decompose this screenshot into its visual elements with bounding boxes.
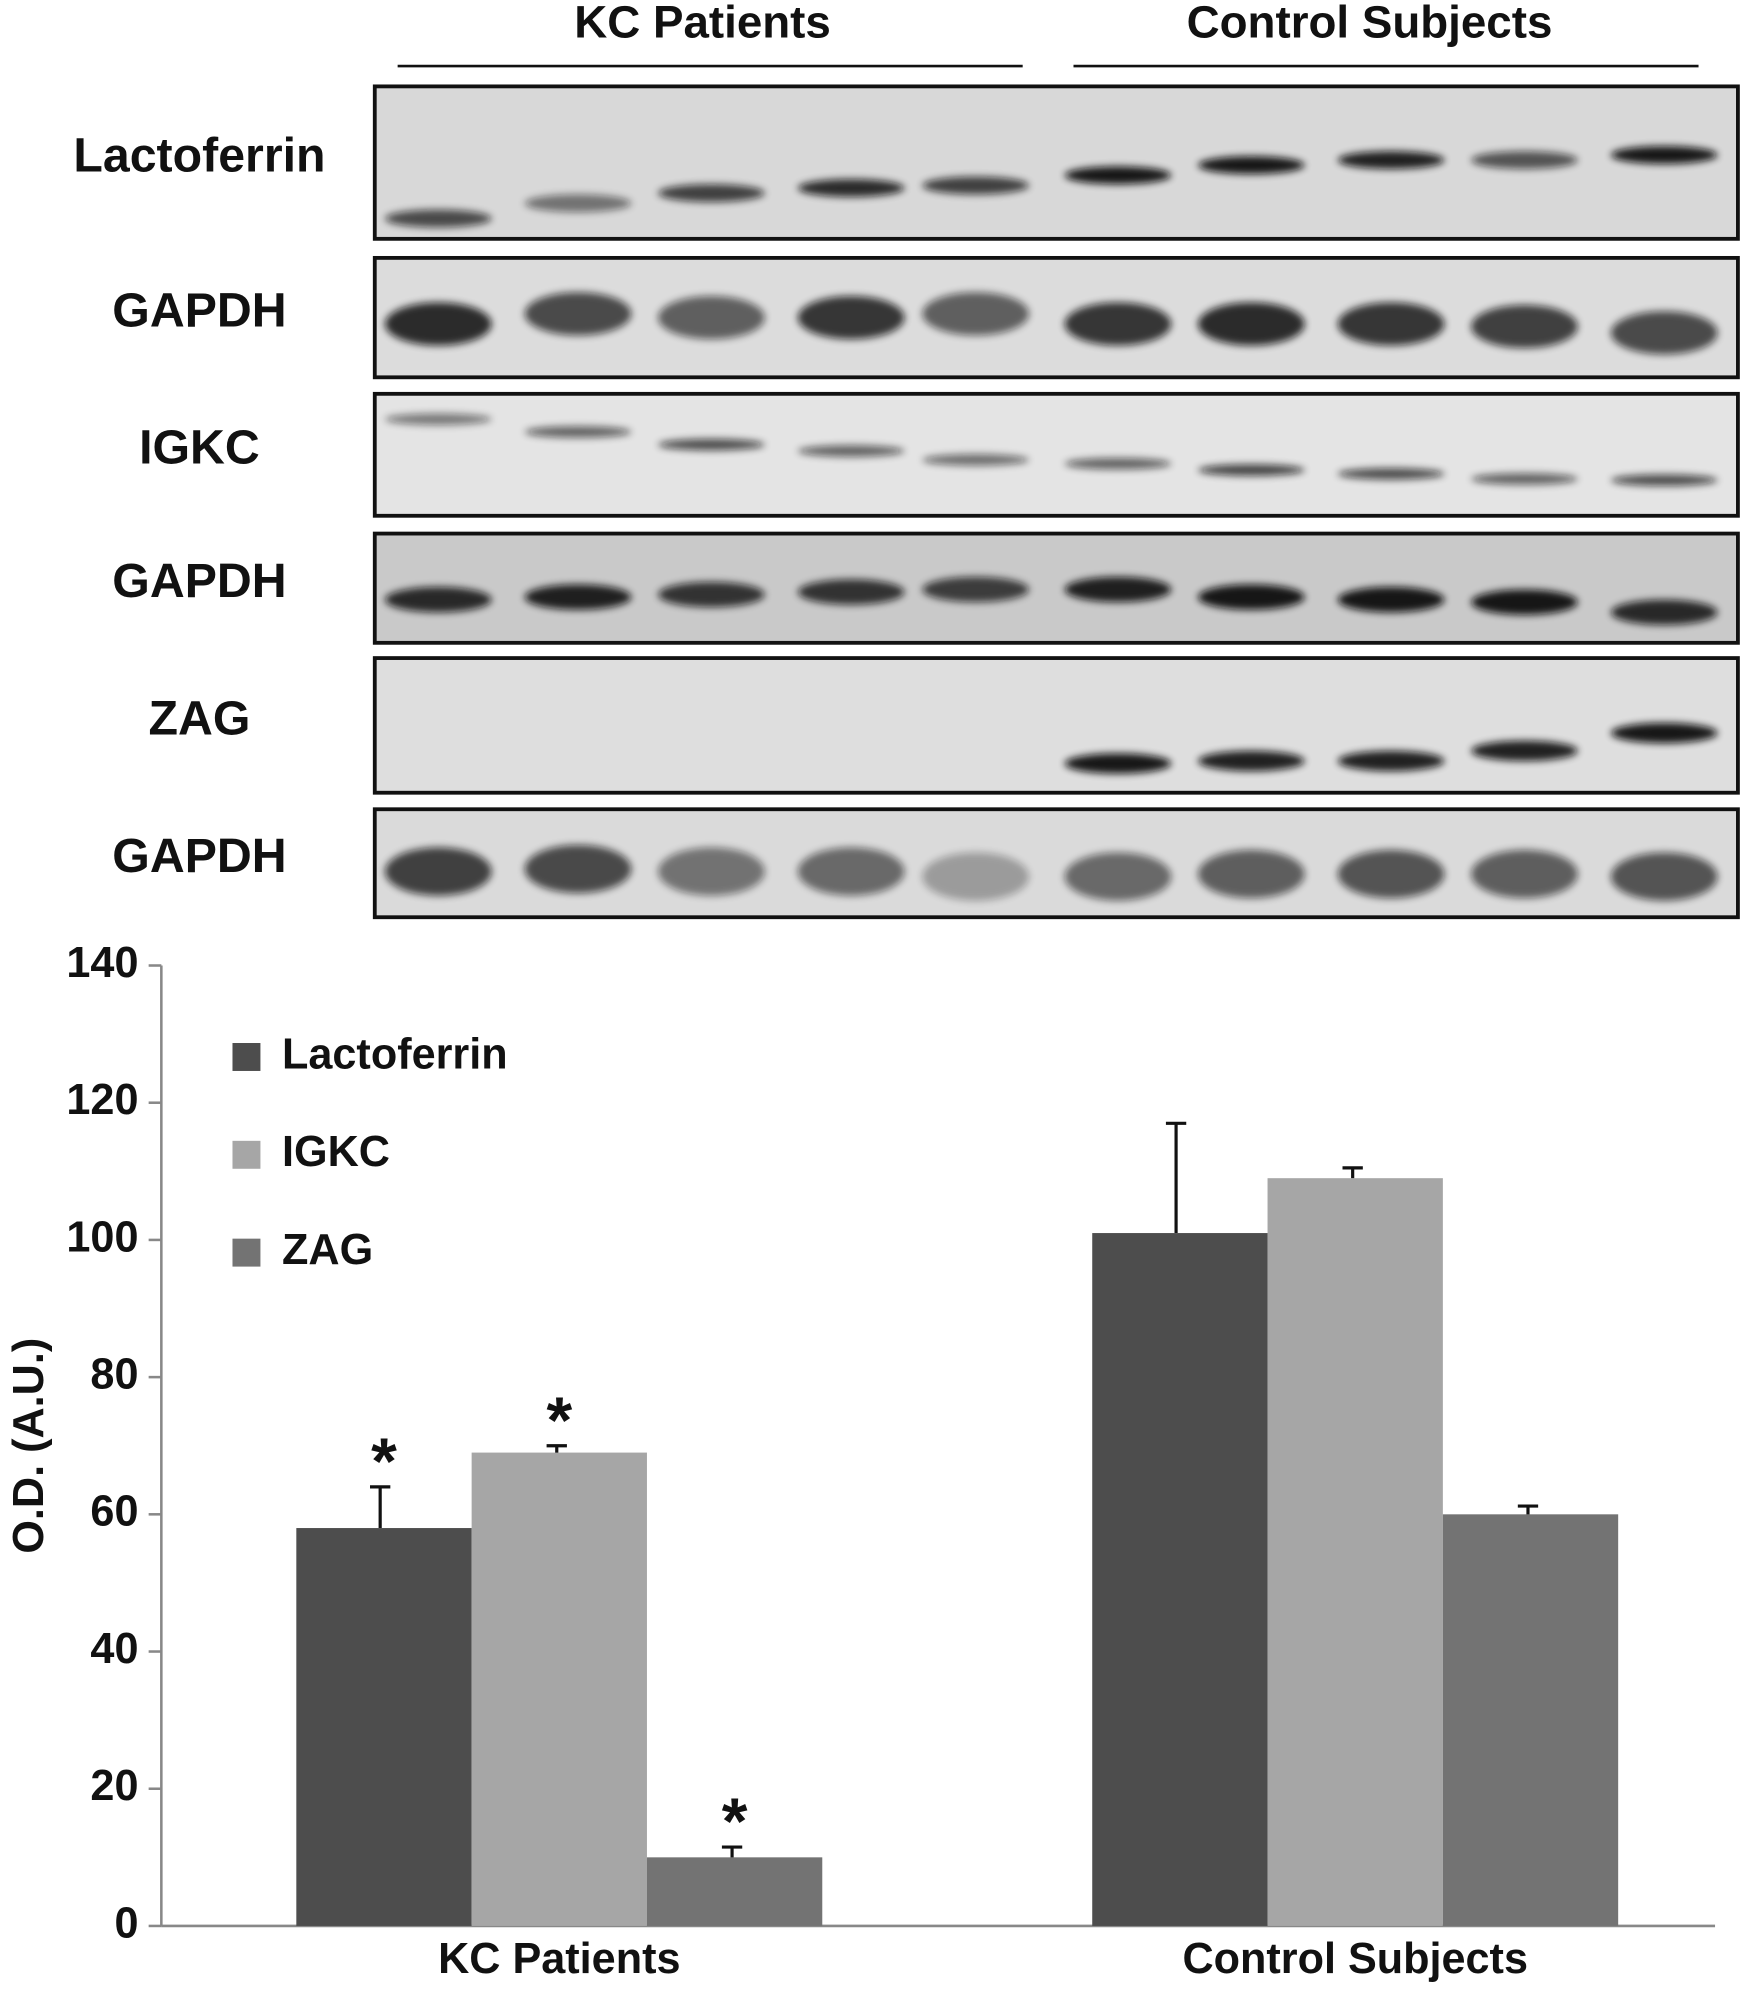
band <box>797 847 905 896</box>
band <box>1471 849 1578 899</box>
band <box>1064 166 1172 185</box>
error-bar <box>546 1444 567 1453</box>
band <box>1064 753 1172 774</box>
bar <box>471 1452 647 1926</box>
band <box>797 296 905 340</box>
bar <box>1092 1233 1268 1926</box>
band <box>1197 584 1305 610</box>
error-bar <box>370 1485 391 1529</box>
band <box>1064 457 1172 470</box>
band <box>524 292 632 336</box>
bar <box>296 1528 472 1926</box>
band <box>1337 468 1445 480</box>
bar <box>646 1857 823 1926</box>
band <box>658 438 765 451</box>
significance-label: * <box>546 1383 572 1457</box>
error-bar <box>1165 1121 1187 1234</box>
blot-panel <box>372 391 1740 518</box>
band <box>384 847 492 896</box>
band <box>1064 302 1172 346</box>
band <box>1471 740 1578 761</box>
band <box>1337 151 1445 169</box>
x-tick-label: Control Subjects <box>1182 1935 1528 1983</box>
error-bar <box>1342 1166 1363 1179</box>
band <box>1471 473 1578 485</box>
row-label: ZAG <box>149 691 251 745</box>
error-bar <box>1517 1504 1539 1515</box>
band <box>1610 474 1718 486</box>
bar <box>1267 1178 1443 1926</box>
band <box>1197 750 1305 772</box>
band <box>1471 589 1578 615</box>
band <box>658 184 765 202</box>
legend-label: Lactoferrin <box>282 1030 508 1078</box>
band <box>1064 852 1172 901</box>
row-label: GAPDH <box>112 829 286 883</box>
y-tick-label: 100 <box>66 1213 138 1261</box>
group-label: KC Patients <box>574 0 831 47</box>
band <box>922 292 1030 336</box>
band <box>1197 849 1305 899</box>
band <box>524 844 632 894</box>
band <box>922 852 1030 901</box>
blot-panel <box>372 656 1740 795</box>
band <box>384 586 492 613</box>
band <box>1610 722 1718 744</box>
band <box>658 581 765 608</box>
significance-label: * <box>722 1784 748 1858</box>
band <box>1197 302 1305 346</box>
error-bar <box>721 1845 743 1858</box>
band <box>922 176 1030 195</box>
band <box>1471 151 1578 169</box>
row-label: Lactoferrin <box>73 129 325 183</box>
y-tick-label: 80 <box>90 1351 138 1399</box>
band <box>384 302 492 346</box>
band <box>1610 852 1718 901</box>
band <box>1337 849 1445 899</box>
band <box>658 847 765 896</box>
band <box>524 426 632 438</box>
legend-swatch <box>232 1043 261 1071</box>
x-tick-label: KC Patients <box>438 1935 680 1983</box>
legend-swatch <box>232 1140 261 1169</box>
y-tick-label: 20 <box>90 1762 138 1810</box>
band <box>524 584 632 610</box>
row-label: IGKC <box>139 421 260 475</box>
legend-label: ZAG <box>282 1226 373 1274</box>
band <box>658 296 765 340</box>
band <box>1064 576 1172 603</box>
bar <box>1442 1514 1619 1926</box>
band <box>1337 302 1445 346</box>
band <box>1197 156 1305 175</box>
band <box>797 179 905 197</box>
band <box>384 209 492 228</box>
y-tick-label: 120 <box>66 1076 138 1124</box>
y-tick-label: 60 <box>90 1488 138 1536</box>
band <box>1471 304 1578 349</box>
band <box>922 454 1030 466</box>
band <box>524 194 632 213</box>
significance-label: * <box>371 1424 397 1498</box>
row-label: GAPDH <box>112 554 286 608</box>
band <box>1197 464 1305 476</box>
group-label: Control Subjects <box>1187 0 1553 47</box>
legend-swatch <box>232 1238 261 1267</box>
legend-label: IGKC <box>282 1128 390 1176</box>
y-tick-label: 0 <box>114 1899 138 1947</box>
row-label: GAPDH <box>112 284 286 338</box>
band <box>1610 311 1718 355</box>
band <box>1610 146 1718 164</box>
band <box>922 576 1030 603</box>
y-tick-label: 40 <box>90 1625 138 1673</box>
band <box>797 579 905 605</box>
y-axis-label: O.D. (A.U.) <box>5 1338 53 1554</box>
band <box>1610 599 1718 626</box>
band <box>384 413 492 425</box>
band <box>1337 750 1445 772</box>
band <box>1337 586 1445 613</box>
band <box>797 445 905 457</box>
y-tick-label: 140 <box>66 939 138 987</box>
